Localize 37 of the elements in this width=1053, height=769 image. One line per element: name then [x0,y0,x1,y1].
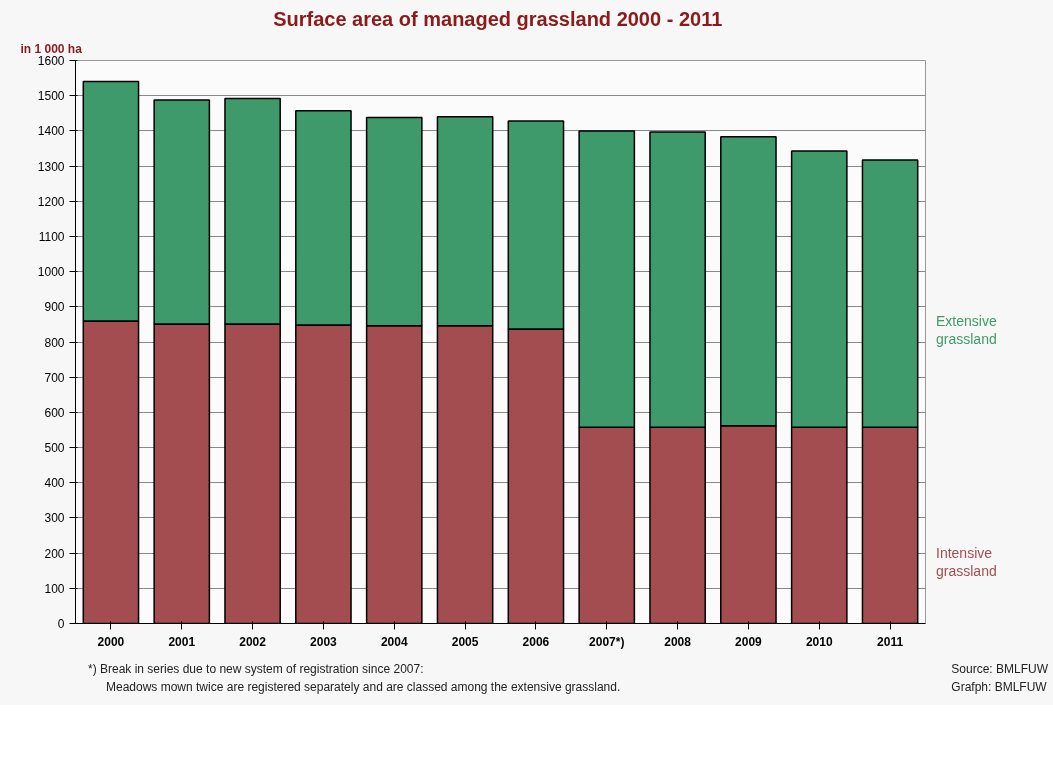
y-tick-label: 1100 [38,229,65,244]
x-tick-label: 2011 [877,634,904,649]
chart-title: Surface area of managed grassland 2000 - 2011 [273,7,723,30]
x-tick-label: 2004 [380,634,408,649]
x-tick-label: 2003 [310,634,338,649]
y-tick-label: 1400 [37,124,65,139]
x-tick-label: 2000 [97,634,125,649]
y-tick-label: 1200 [37,194,65,209]
y-tick-label: 300 [44,511,65,526]
x-tick-label: 2010 [805,634,833,649]
x-tick-label: 2009 [735,634,763,649]
y-tick-label: 400 [44,476,65,491]
y-tick-label: 700 [44,370,65,385]
y-tick-label: 1500 [37,89,65,104]
y-tick-label: 1000 [37,265,65,280]
x-tick-label: 2008 [664,634,692,649]
y-tick-label: 1600 [37,54,65,68]
text: *) Break in series due to new system of registration since 2007: [88,661,425,678]
series-label: Extensive grassland [936,312,997,348]
series-label: Intensive grassland [936,544,997,580]
y-tick-label: 200 [44,546,65,561]
y-tick-label: 800 [44,335,65,350]
x-tick-label: 2006 [522,634,550,649]
y-tick-label: 1300 [37,159,65,174]
text: Meadows mown twice are registered separately and are classed among the extensive grassland. [105,679,621,696]
x-tick-label: 2005 [451,634,479,649]
y-tick-label: 100 [44,581,65,596]
y-tick-label: 500 [44,441,65,456]
x-tick-label: 2002 [239,634,267,649]
y-tick-label: 0 [57,617,65,631]
x-tick-label: 2001 [168,634,196,649]
source-note: Source: BMLFUW [951,661,1048,678]
y-tick-label: 600 [44,405,65,420]
y-tick-label: 900 [44,300,65,315]
x-tick-label: 2007*) [589,634,625,649]
text: Grafph: BMLFUW [951,679,1048,696]
y-axis-title: in 1 000 ha [20,41,83,56]
